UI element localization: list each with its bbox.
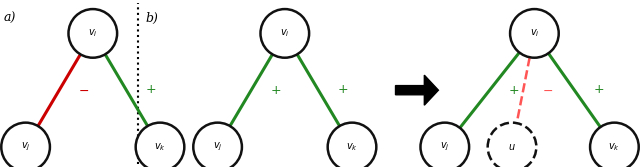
Text: $-$: $-$ (542, 84, 553, 97)
Ellipse shape (510, 9, 559, 58)
Ellipse shape (590, 123, 639, 167)
Ellipse shape (260, 9, 309, 58)
Ellipse shape (136, 123, 184, 167)
Text: $v_j$: $v_j$ (440, 141, 450, 153)
Text: a): a) (3, 12, 15, 25)
Ellipse shape (1, 123, 50, 167)
Text: $+$: $+$ (508, 84, 519, 97)
Text: $v_k$: $v_k$ (609, 141, 620, 153)
Text: $u$: $u$ (508, 142, 516, 152)
Text: $+$: $+$ (593, 83, 604, 96)
Text: $v_i$: $v_i$ (529, 28, 540, 39)
Text: $v_j$: $v_j$ (20, 141, 31, 153)
Ellipse shape (420, 123, 469, 167)
Text: b): b) (146, 12, 159, 25)
Text: $v_k$: $v_k$ (346, 141, 358, 153)
Ellipse shape (193, 123, 242, 167)
Ellipse shape (68, 9, 117, 58)
Text: $v_k$: $v_k$ (154, 141, 166, 153)
Ellipse shape (328, 123, 376, 167)
Text: $v_i$: $v_i$ (280, 28, 290, 39)
Text: $v_i$: $v_i$ (88, 28, 98, 39)
Text: $+$: $+$ (337, 84, 348, 96)
FancyArrow shape (396, 75, 438, 105)
Text: $-$: $-$ (77, 84, 89, 97)
Text: $v_j$: $v_j$ (212, 141, 223, 153)
Text: $+$: $+$ (269, 84, 281, 97)
Text: $+$: $+$ (145, 84, 156, 96)
